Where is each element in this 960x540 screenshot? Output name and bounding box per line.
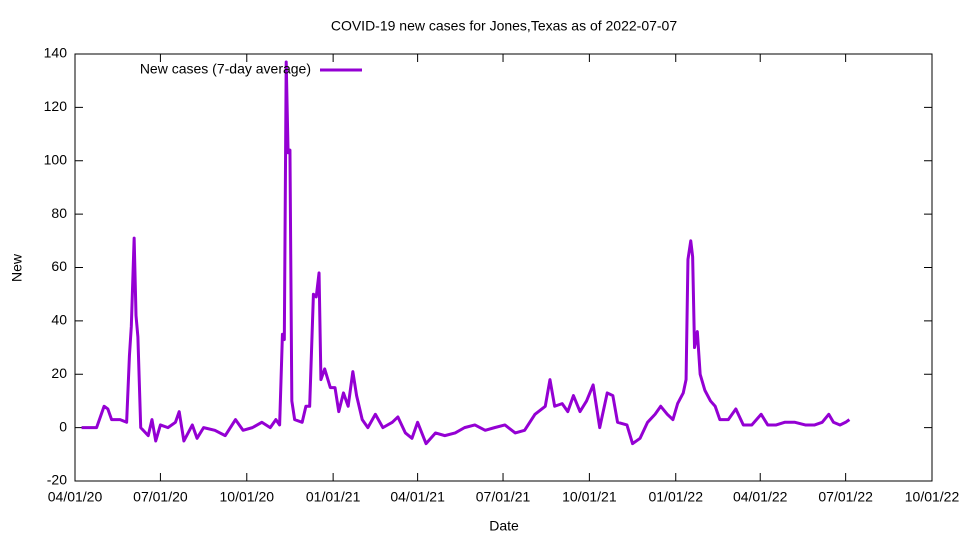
y-tick-label: 20 — [51, 365, 67, 381]
chart-title: COVID-19 new cases for Jones,Texas as of… — [331, 18, 678, 34]
x-tick-label: 04/01/22 — [733, 489, 788, 505]
x-tick-label: 10/01/20 — [220, 489, 275, 505]
y-axis-label: New — [9, 253, 25, 282]
y-tick-label: 100 — [44, 151, 68, 167]
x-axis-label: Date — [489, 518, 519, 534]
x-tick-label: 07/01/20 — [133, 489, 188, 505]
y-tick-label: -20 — [47, 472, 67, 488]
x-tick-label: 01/01/21 — [306, 489, 361, 505]
plot-frame — [74, 53, 933, 482]
x-tick-label: 10/01/22 — [905, 489, 960, 505]
x-tick-label: 07/01/22 — [818, 489, 873, 505]
y-tick-label: 120 — [44, 98, 68, 114]
legend-label: New cases (7-day average) — [140, 61, 311, 77]
y-tick-label: 60 — [51, 258, 67, 274]
x-tick-label: 07/01/21 — [476, 489, 531, 505]
x-tick-label: 10/01/21 — [562, 489, 617, 505]
y-tick-label: 140 — [44, 45, 68, 61]
x-tick-label: 04/01/21 — [390, 489, 445, 505]
y-tick-label: 40 — [51, 312, 67, 328]
x-tick-label: 01/01/22 — [648, 489, 703, 505]
data-line — [81, 60, 851, 446]
x-tick-label: 04/01/20 — [48, 489, 103, 505]
y-tick-label: 80 — [51, 205, 67, 221]
y-tick-label: 0 — [59, 418, 67, 434]
